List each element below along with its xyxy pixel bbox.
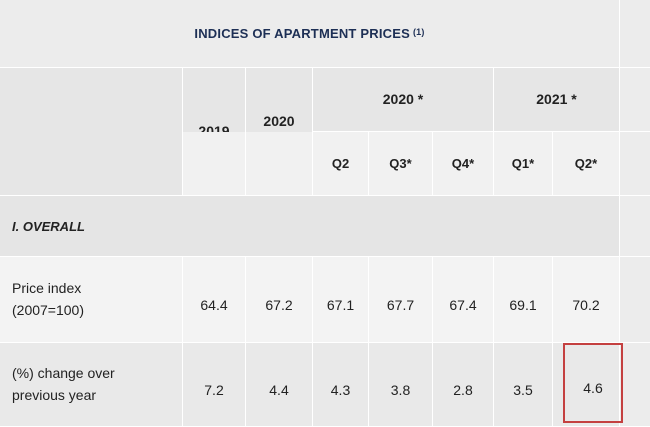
header-group-2021: 2021 * [494,68,620,132]
row-label-line: Price index [12,279,82,296]
table-title-text: INDICES OF APARTMENT PRICES [194,26,410,41]
table-cell: 4.4 [246,343,313,427]
table-cell: 4.3 [313,343,369,427]
table-title-note: (1) [412,26,425,37]
header-group-2020: 2020 * [313,68,494,132]
table-cell: 69.1 [494,257,553,343]
header-quarter: Q3* [369,132,433,196]
header-quarter-blank [183,132,246,196]
table-cell: 67.1 [313,257,369,343]
header-blank-cell [0,68,183,196]
section-heading: I. OVERALL [0,196,620,257]
table-edge [620,68,650,132]
table-edge [620,132,650,196]
table-cell: 67.4 [433,257,494,343]
highlighted-value: 4.6 [583,380,603,396]
row-label-line: (2007=100) [12,301,85,318]
table-edge [620,0,650,68]
table-cell: 67.7 [369,257,433,343]
header-quarter: Q4* [433,132,494,196]
table-edge [620,257,650,343]
table-cell: 7.2 [183,343,246,427]
header-2020-year: 2020 [263,113,295,130]
header-quarter: Q1* [494,132,553,196]
header-quarter: Q2* [553,132,620,196]
table-cell: 70.2 [553,257,620,343]
table-cell: 3.5 [494,343,553,427]
table-edge [620,196,650,257]
table-edge [620,343,650,427]
row-label-line: (%) change over [12,364,115,381]
table-cell: 2.8 [433,343,494,427]
row-label: (%) change over previous year [0,343,183,427]
header-quarter: Q2 [313,132,369,196]
header-quarter-blank [246,132,313,196]
table-cell: 3.8 [369,343,433,427]
highlight-box [563,343,623,423]
table-cell: 67.2 [246,257,313,343]
row-label-line: previous year [12,386,97,403]
table-title: INDICES OF APARTMENT PRICES (1) [0,0,620,68]
row-label: Price index (2007=100) [0,257,183,343]
table-cell: 64.4 [183,257,246,343]
